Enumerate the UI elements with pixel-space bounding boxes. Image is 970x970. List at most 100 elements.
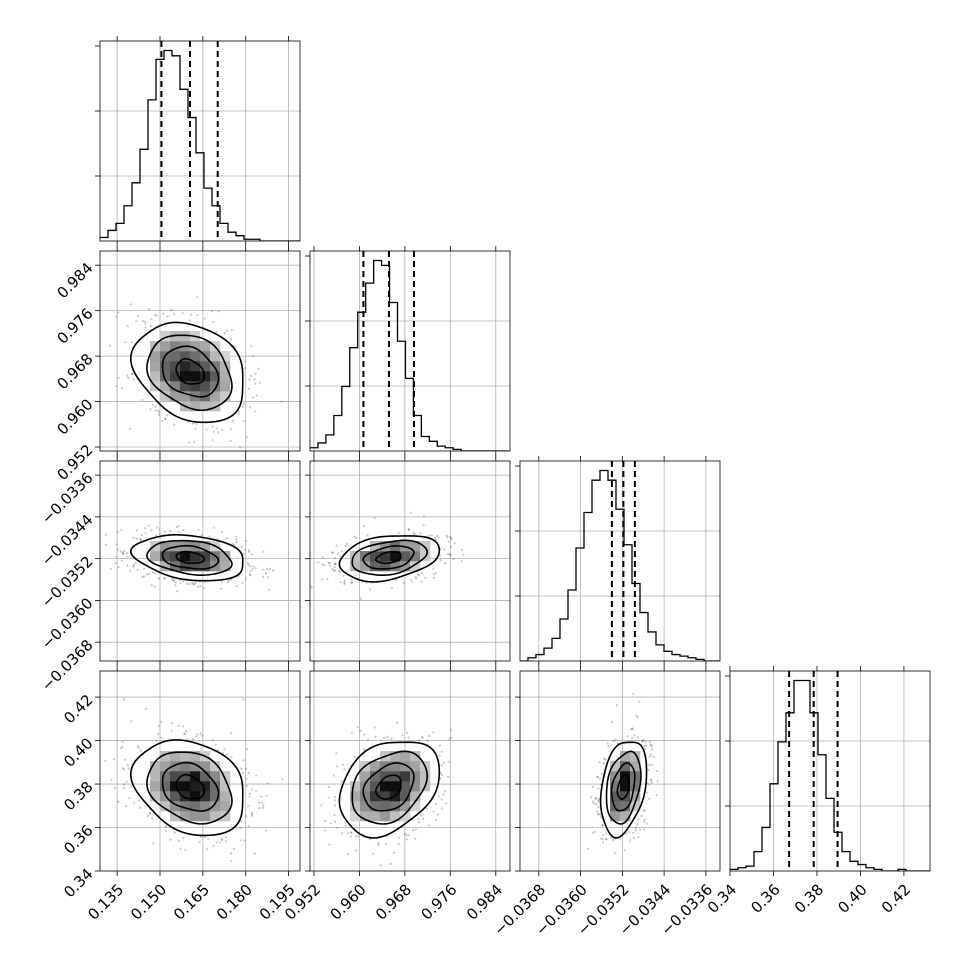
sample-point [349, 831, 352, 834]
density-cell [390, 551, 401, 562]
density-cell [610, 811, 621, 822]
sample-point [224, 836, 228, 839]
density-cell [380, 791, 391, 802]
density-cell [400, 791, 411, 802]
sample-point [124, 758, 127, 761]
density-cell [630, 781, 641, 792]
panel-frame [99, 460, 301, 662]
contour-level-0 [175, 773, 205, 800]
sample-point [247, 805, 250, 808]
sample-point [332, 551, 335, 554]
density-cell [360, 771, 371, 782]
density-cell [160, 361, 171, 372]
sample-point [262, 804, 265, 807]
sample-point [129, 427, 132, 430]
density-cell [220, 801, 231, 812]
sample-point [181, 312, 184, 315]
density-cell [150, 371, 161, 382]
sample-point [354, 835, 358, 838]
sample-point [215, 427, 218, 430]
sample-point [449, 545, 452, 548]
sample-point [126, 325, 129, 328]
sample-point [203, 317, 206, 320]
sample-point [397, 836, 401, 839]
density-cell [160, 391, 171, 402]
sample-point [327, 561, 330, 565]
sample-point [405, 834, 408, 837]
sample-point [149, 324, 152, 328]
sample-point [365, 581, 368, 585]
sample-point [397, 843, 400, 846]
density-cell [180, 751, 191, 762]
sample-point [177, 724, 180, 727]
sample-point [104, 759, 107, 762]
sample-point [258, 381, 262, 384]
sample-point [257, 367, 260, 370]
sample-point [156, 526, 159, 529]
density-cell [390, 561, 401, 572]
sample-point [174, 584, 177, 587]
sample-point [250, 553, 253, 556]
density-cell [180, 381, 191, 392]
sample-point [264, 572, 268, 575]
sample-point [155, 314, 158, 317]
sample-point [603, 757, 606, 761]
sample-point [443, 548, 446, 551]
sample-point [192, 583, 196, 586]
sample-point [632, 692, 635, 695]
sample-point [453, 541, 456, 545]
sample-point [124, 341, 127, 344]
sample-point [420, 571, 423, 575]
sample-point [208, 535, 211, 538]
sample-point [335, 752, 338, 755]
sample-point [245, 436, 248, 439]
sample-point [412, 829, 415, 832]
sample-point [258, 801, 261, 804]
sample-point [586, 847, 590, 850]
density-cell [190, 371, 201, 382]
contour-level-3 [338, 535, 441, 583]
sample-point [262, 568, 265, 571]
sample-point [140, 534, 144, 537]
sample-point [245, 777, 248, 780]
sample-point [189, 319, 192, 322]
sample-point [188, 583, 191, 586]
sample-point [130, 720, 133, 723]
sample-point [651, 745, 654, 748]
sample-point [597, 806, 600, 809]
sample-point [321, 563, 324, 566]
sample-point [252, 565, 255, 568]
panel-frame [309, 250, 511, 452]
sample-point [116, 531, 119, 534]
sample-point [221, 428, 224, 431]
sample-point [597, 798, 601, 801]
sample-point [240, 820, 243, 823]
density-cell [180, 391, 191, 402]
sample-point [355, 536, 358, 540]
density-cell [370, 551, 381, 562]
sample-point [205, 428, 208, 431]
density-cell [210, 371, 221, 382]
density-cell [390, 781, 401, 792]
density-cell [160, 801, 171, 812]
sample-point [131, 373, 134, 376]
density-cell [200, 381, 211, 392]
sample-point [249, 569, 252, 572]
density-cell [180, 371, 191, 382]
sample-point [625, 832, 628, 835]
sample-point [338, 570, 341, 574]
contour-level-3 [338, 741, 441, 839]
sample-point [327, 786, 330, 789]
density-cell [220, 561, 231, 572]
density-cell [360, 561, 371, 572]
sample-point [600, 773, 603, 776]
density-cell [170, 771, 181, 782]
sample-point [335, 826, 339, 829]
sample-point [615, 704, 619, 707]
sample-point [601, 841, 605, 844]
sample-point [597, 813, 600, 816]
density-cell [220, 771, 231, 782]
sample-point [342, 574, 345, 577]
sample-point [148, 812, 151, 815]
panel-2-0 [95, 456, 301, 666]
